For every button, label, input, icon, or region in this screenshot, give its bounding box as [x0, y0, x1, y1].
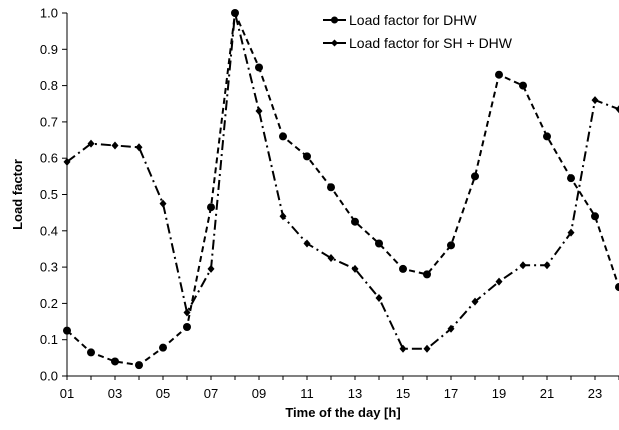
data-point-dhw: [135, 361, 143, 370]
x-tick-label: 21: [540, 386, 554, 401]
data-point-sh-dhw: [423, 344, 431, 353]
data-point-sh-dhw: [519, 261, 527, 270]
data-point-dhw: [471, 172, 479, 181]
data-point-dhw: [495, 70, 503, 79]
y-tick-label: 0.6: [40, 151, 58, 166]
data-point-dhw: [279, 132, 287, 141]
data-point-sh-dhw: [615, 105, 619, 114]
x-tick-label: 15: [396, 386, 410, 401]
data-point-dhw: [111, 357, 119, 366]
y-tick-label: 0.3: [40, 260, 58, 275]
data-point-sh-dhw: [567, 228, 575, 237]
data-point-sh-dhw: [375, 293, 383, 302]
data-point-sh-dhw: [471, 297, 479, 306]
y-tick-label: 0.4: [40, 223, 58, 238]
x-tick-label: 13: [348, 386, 362, 401]
data-point-dhw: [303, 152, 311, 161]
data-point-sh-dhw: [447, 324, 455, 333]
data-point-sh-dhw: [111, 141, 119, 150]
data-point-sh-dhw: [351, 264, 359, 273]
y-tick-label: 0.7: [40, 114, 58, 129]
tick-labels: 0.0 0.1 0.2 0.3 0.4 0.5 0.6 0.7 0.8 0.9 1.0 01 03 05 0…: [40, 6, 602, 402]
data-point-sh-dhw: [135, 143, 143, 152]
data-point-dhw: [255, 63, 263, 72]
x-tick-label: 07: [204, 386, 218, 401]
y-tick-label: 0.5: [40, 187, 58, 202]
y-tick-label: 0.2: [40, 296, 58, 311]
plot-area: [63, 9, 619, 370]
data-point-dhw: [351, 217, 359, 226]
data-point-dhw: [159, 343, 167, 352]
legend: Load factor for DHW Load factor for SH +…: [323, 12, 513, 51]
x-tick-label: 17: [444, 386, 458, 401]
data-point-sh-dhw: [207, 264, 215, 273]
data-point-sh-dhw: [87, 139, 95, 148]
series-line-sh-dhw: [66, 12, 619, 350]
data-point-dhw: [567, 174, 575, 183]
x-axis-title: Time of the day [h]: [285, 405, 400, 420]
data-point-sh-dhw: [255, 107, 263, 116]
data-point-sh-dhw: [591, 96, 599, 105]
y-tick-label: 0.1: [40, 332, 58, 347]
data-point-dhw: [519, 81, 527, 90]
x-tick-label: 23: [588, 386, 602, 401]
x-tick-label: 09: [252, 386, 266, 401]
y-tick-label: 0.0: [40, 369, 58, 384]
legend-label-sh-dhw: Load factor for SH + DHW: [349, 35, 513, 51]
data-point-sh-dhw: [495, 277, 503, 286]
data-point-sh-dhw: [303, 239, 311, 248]
data-point-dhw: [327, 183, 335, 192]
y-tick-label: 0.8: [40, 78, 58, 93]
data-point-dhw: [447, 241, 455, 250]
data-point-dhw: [615, 283, 619, 292]
data-point-dhw: [375, 239, 383, 248]
data-point-sh-dhw: [543, 261, 551, 270]
x-tick-label: 01: [60, 386, 74, 401]
data-point-dhw: [423, 270, 431, 279]
data-point-dhw: [87, 348, 95, 357]
data-point-sh-dhw: [399, 344, 407, 353]
y-tick-label: 1.0: [40, 6, 58, 21]
y-tick-label: 0.9: [40, 42, 58, 57]
legend-entry-sh-dhw: Load factor for SH + DHW: [323, 35, 513, 51]
legend-entry-dhw: Load factor for DHW: [323, 12, 477, 28]
x-tick-label: 03: [108, 386, 122, 401]
data-point-sh-dhw: [279, 212, 287, 221]
axes: [62, 12, 619, 380]
data-point-dhw: [207, 203, 215, 212]
data-point-sh-dhw: [231, 9, 239, 17]
legend-marker-dhw: [331, 16, 338, 24]
data-point-sh-dhw: [159, 199, 167, 208]
data-point-dhw: [591, 212, 599, 221]
series-line-dhw: [66, 9, 619, 367]
data-point-sh-dhw: [183, 308, 191, 317]
x-tick-label: 11: [300, 386, 314, 401]
data-point-dhw: [543, 132, 551, 141]
data-point-dhw: [183, 322, 191, 331]
y-axis-title: Load factor: [10, 159, 25, 230]
data-point-sh-dhw: [327, 254, 335, 263]
legend-label-dhw: Load factor for DHW: [349, 12, 477, 28]
data-point-dhw: [399, 264, 407, 273]
x-tick-label: 05: [156, 386, 170, 401]
legend-marker-sh-dhw: [331, 39, 338, 47]
x-tick-label: 19: [492, 386, 506, 401]
